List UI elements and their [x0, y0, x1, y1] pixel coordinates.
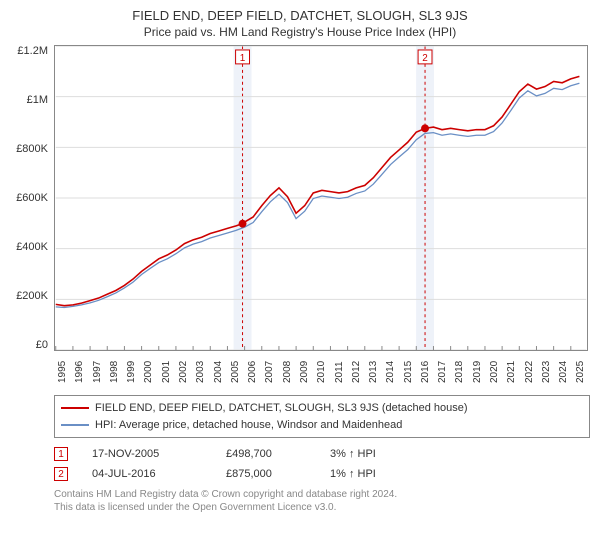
x-tick-label: 2000: [143, 361, 154, 383]
x-tick-label: 2012: [351, 361, 362, 383]
y-tick-label: £1M: [10, 94, 48, 106]
x-tick-label: 2001: [161, 361, 172, 383]
x-tick-label: 2004: [213, 361, 224, 383]
chart-title: FIELD END, DEEP FIELD, DATCHET, SLOUGH, …: [10, 8, 590, 23]
footnote-line: Contains HM Land Registry data © Crown c…: [54, 488, 590, 501]
x-tick-label: 1997: [92, 361, 103, 383]
x-tick-label: 2018: [454, 361, 465, 383]
chart-container: FIELD END, DEEP FIELD, DATCHET, SLOUGH, …: [0, 0, 600, 520]
footnote: Contains HM Land Registry data © Crown c…: [54, 488, 590, 514]
x-tick-label: 2005: [230, 361, 241, 383]
y-axis-labels: £1.2M £1M £800K £600K £400K £200K £0: [10, 45, 52, 351]
x-tick-label: 2009: [299, 361, 310, 383]
sale-hpi: 3% ↑ HPI: [330, 448, 376, 460]
svg-text:2: 2: [422, 53, 428, 64]
x-tick-label: 2022: [524, 361, 535, 383]
x-tick-label: 2003: [195, 361, 206, 383]
chart-subtitle: Price paid vs. HM Land Registry's House …: [10, 25, 590, 39]
x-tick-label: 2025: [575, 361, 586, 383]
legend-label: FIELD END, DEEP FIELD, DATCHET, SLOUGH, …: [95, 400, 468, 417]
x-tick-label: 1995: [57, 361, 68, 383]
legend-label: HPI: Average price, detached house, Wind…: [95, 417, 402, 434]
y-tick-label: £0: [10, 339, 48, 351]
x-tick-label: 1998: [109, 361, 120, 383]
x-tick-label: 2017: [437, 361, 448, 383]
x-tick-label: 2015: [403, 361, 414, 383]
y-tick-label: £1.2M: [10, 45, 48, 57]
sale-date: 04-JUL-2016: [92, 468, 202, 480]
sale-price: £875,000: [226, 468, 306, 480]
x-tick-label: 1996: [74, 361, 85, 383]
x-tick-label: 1999: [126, 361, 137, 383]
x-tick-label: 2002: [178, 361, 189, 383]
line-chart: 12: [54, 45, 588, 351]
legend-item: FIELD END, DEEP FIELD, DATCHET, SLOUGH, …: [61, 400, 583, 417]
sales-table: 1 17-NOV-2005 £498,700 3% ↑ HPI 2 04-JUL-2016…: [54, 444, 590, 484]
x-tick-label: 2011: [334, 361, 345, 383]
legend-swatch: [61, 407, 89, 409]
y-tick-label: £800K: [10, 143, 48, 155]
sale-price: £498,700: [226, 448, 306, 460]
y-tick-label: £200K: [10, 290, 48, 302]
x-tick-label: 2008: [282, 361, 293, 383]
y-tick-label: £400K: [10, 241, 48, 253]
x-tick-label: 2021: [506, 361, 517, 383]
legend-item: HPI: Average price, detached house, Wind…: [61, 417, 583, 434]
sale-hpi: 1% ↑ HPI: [330, 468, 376, 480]
x-tick-label: 2006: [247, 361, 258, 383]
sale-row: 2 04-JUL-2016 £875,000 1% ↑ HPI: [54, 464, 590, 484]
x-axis-labels: 1995 1996 1997 1998 1999 2000 2001 2002 2003 2004…: [54, 351, 590, 389]
legend: FIELD END, DEEP FIELD, DATCHET, SLOUGH, …: [54, 395, 590, 438]
footnote-line: This data is licensed under the Open Gov…: [54, 501, 590, 514]
x-tick-label: 2016: [420, 361, 431, 383]
x-tick-label: 2024: [558, 361, 569, 383]
sale-marker: 1: [54, 447, 68, 461]
x-tick-label: 2023: [541, 361, 552, 383]
x-tick-label: 2020: [489, 361, 500, 383]
svg-text:1: 1: [240, 53, 246, 64]
sale-date: 17-NOV-2005: [92, 448, 202, 460]
x-tick-label: 2013: [368, 361, 379, 383]
sale-row: 1 17-NOV-2005 £498,700 3% ↑ HPI: [54, 444, 590, 464]
legend-swatch: [61, 424, 89, 426]
x-tick-label: 2014: [385, 361, 396, 383]
y-tick-label: £600K: [10, 192, 48, 204]
sale-marker: 2: [54, 467, 68, 481]
x-tick-label: 2019: [472, 361, 483, 383]
chart-area: £1.2M£1M£800K£600K£400K£200K£0 12: [10, 45, 590, 351]
x-tick-label: 2010: [316, 361, 327, 383]
x-tick-label: 2007: [264, 361, 275, 383]
